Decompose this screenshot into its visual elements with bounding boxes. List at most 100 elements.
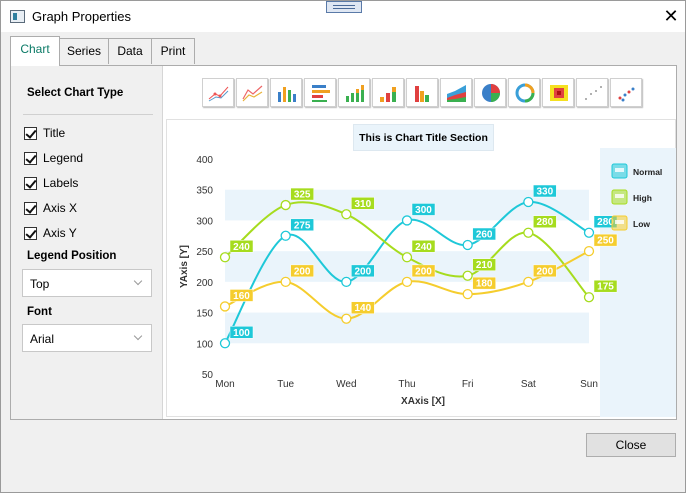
data-point bbox=[583, 227, 595, 238]
x-tick-label: Wed bbox=[336, 379, 356, 390]
data-label: 100 bbox=[233, 328, 250, 339]
data-point bbox=[583, 292, 595, 303]
horizontal-bar-chart-button[interactable] bbox=[304, 78, 336, 107]
data-point bbox=[341, 209, 352, 220]
data-label: 200 bbox=[294, 266, 311, 277]
heatmap-chart-icon bbox=[550, 85, 568, 101]
stacked-area-chart-button[interactable] bbox=[440, 78, 472, 107]
chevron-down-icon bbox=[133, 276, 143, 286]
data-label-box bbox=[351, 197, 375, 210]
data-label-box bbox=[593, 233, 618, 247]
data-label-box bbox=[351, 264, 375, 278]
data-label-box bbox=[229, 289, 254, 302]
legend-label: Low bbox=[633, 219, 650, 229]
scatter-line-chart-button[interactable] bbox=[202, 78, 234, 107]
data-label: 200 bbox=[354, 266, 371, 277]
app-icon bbox=[10, 10, 25, 23]
data-point bbox=[401, 276, 413, 288]
data-point bbox=[523, 196, 534, 208]
chart-options-pane: Select Chart Type Title Legend Labels Ax… bbox=[11, 66, 163, 419]
legend-swatch-inner bbox=[615, 220, 624, 224]
data-point bbox=[341, 276, 352, 288]
data-label-box bbox=[472, 227, 496, 241]
checkbox-checked-icon[interactable] bbox=[24, 126, 37, 140]
data-point bbox=[583, 245, 595, 257]
legend-position-dropdown[interactable]: Top bbox=[22, 269, 152, 297]
tab-chart[interactable]: Chart bbox=[10, 36, 60, 66]
scatter-chart-button[interactable] bbox=[610, 78, 642, 107]
select-chart-type-label: Select Chart Type bbox=[27, 87, 124, 99]
data-label: 310 bbox=[354, 199, 371, 210]
legend-position-label: Legend Position bbox=[27, 250, 117, 262]
labels-checkbox[interactable]: Labels bbox=[24, 175, 78, 191]
point-chart-button[interactable] bbox=[576, 78, 608, 107]
data-label: 200 bbox=[536, 266, 553, 277]
checkbox-label: Axis Y bbox=[43, 226, 77, 240]
y-tick-label: 50 bbox=[202, 370, 214, 381]
data-label-box bbox=[472, 276, 496, 290]
checkbox-checked-icon[interactable] bbox=[24, 151, 37, 165]
data-label: 280 bbox=[597, 217, 614, 228]
data-point bbox=[280, 199, 291, 211]
scatter-chart-icon bbox=[618, 87, 635, 102]
checkbox-checked-icon[interactable] bbox=[24, 201, 37, 215]
data-point bbox=[462, 270, 473, 281]
pie-chart-button[interactable] bbox=[474, 78, 506, 107]
checkbox-checked-icon[interactable] bbox=[24, 226, 37, 240]
x-tick-label: Sat bbox=[521, 379, 536, 390]
legend-label: Normal bbox=[633, 167, 662, 177]
tab-print[interactable]: Print bbox=[151, 38, 195, 64]
data-label-box bbox=[533, 184, 557, 198]
chart-band bbox=[225, 312, 589, 344]
tab-series[interactable]: Series bbox=[59, 38, 109, 64]
x-tick-label: Thu bbox=[398, 379, 415, 390]
data-point bbox=[280, 276, 291, 288]
close-window-icon[interactable]: ✕ bbox=[663, 6, 679, 26]
stacked-bar-chart-100-icon bbox=[380, 87, 396, 102]
data-point bbox=[280, 230, 291, 241]
bar-chart-button[interactable] bbox=[270, 78, 302, 107]
font-label: Font bbox=[27, 306, 52, 318]
area-chart-button[interactable] bbox=[406, 78, 438, 107]
chart-title: This is Chart Title Section bbox=[353, 124, 494, 151]
stacked-bar-chart-button[interactable] bbox=[338, 78, 370, 107]
axis-y-checkbox[interactable]: Axis Y bbox=[24, 225, 77, 241]
data-label-box bbox=[411, 264, 436, 278]
axis-x-checkbox[interactable]: Axis X bbox=[24, 200, 77, 216]
title-bar[interactable]: Graph Properties ✕ bbox=[1, 1, 685, 32]
data-label: 260 bbox=[476, 230, 493, 241]
area-chart-icon bbox=[415, 86, 429, 102]
close-button[interactable]: Close bbox=[586, 433, 676, 457]
checkbox-checked-icon[interactable] bbox=[24, 176, 37, 190]
chart-preview: This is Chart Title Section 400 350 300 250… bbox=[166, 119, 676, 417]
y-tick-label: 400 bbox=[196, 155, 213, 166]
chart-tab-panel: Select Chart Type Title Legend Labels Ax… bbox=[10, 65, 677, 420]
font-dropdown[interactable]: Arial bbox=[22, 324, 152, 352]
stacked-bar-chart-100-button[interactable] bbox=[372, 78, 404, 107]
line-chart-button[interactable] bbox=[236, 78, 268, 107]
pie-chart-icon bbox=[482, 84, 500, 102]
data-point bbox=[219, 338, 231, 349]
heatmap-chart-button[interactable] bbox=[542, 78, 574, 107]
checkbox-label: Title bbox=[43, 126, 66, 140]
data-label-box bbox=[351, 301, 375, 314]
data-point bbox=[523, 227, 534, 238]
tab-data[interactable]: Data bbox=[108, 38, 152, 64]
drag-handle-icon[interactable] bbox=[326, 1, 362, 13]
doughnut-chart-button[interactable] bbox=[508, 78, 540, 107]
data-point bbox=[462, 239, 473, 251]
data-label: 325 bbox=[294, 190, 311, 201]
legend-checkbox[interactable]: Legend bbox=[24, 150, 83, 166]
y-tick-label: 250 bbox=[196, 247, 213, 258]
scatter-line-chart-icon bbox=[208, 86, 229, 102]
data-point bbox=[219, 301, 231, 312]
data-point bbox=[401, 252, 413, 263]
title-checkbox[interactable]: Title bbox=[24, 125, 65, 141]
data-point bbox=[523, 276, 534, 288]
data-label: 240 bbox=[233, 242, 250, 253]
data-label: 175 bbox=[597, 282, 614, 293]
data-label: 160 bbox=[233, 291, 250, 302]
data-label-box bbox=[411, 240, 436, 253]
data-label: 280 bbox=[536, 217, 553, 228]
